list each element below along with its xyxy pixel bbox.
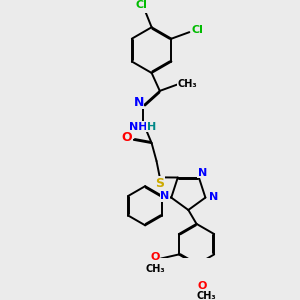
Text: CH₃: CH₃	[146, 264, 165, 274]
Text: N: N	[197, 168, 207, 178]
Text: O: O	[197, 281, 207, 291]
Text: CH₃: CH₃	[178, 80, 197, 89]
Text: Cl: Cl	[135, 0, 147, 10]
Text: N: N	[134, 96, 144, 109]
Text: Cl: Cl	[192, 25, 203, 35]
Text: CH₃: CH₃	[196, 292, 216, 300]
Text: N: N	[160, 191, 170, 201]
Text: O: O	[122, 131, 133, 144]
Text: N: N	[209, 192, 218, 202]
Text: O: O	[151, 252, 160, 262]
Text: H: H	[147, 122, 156, 132]
Text: NH: NH	[129, 122, 148, 132]
Text: S: S	[155, 177, 164, 190]
